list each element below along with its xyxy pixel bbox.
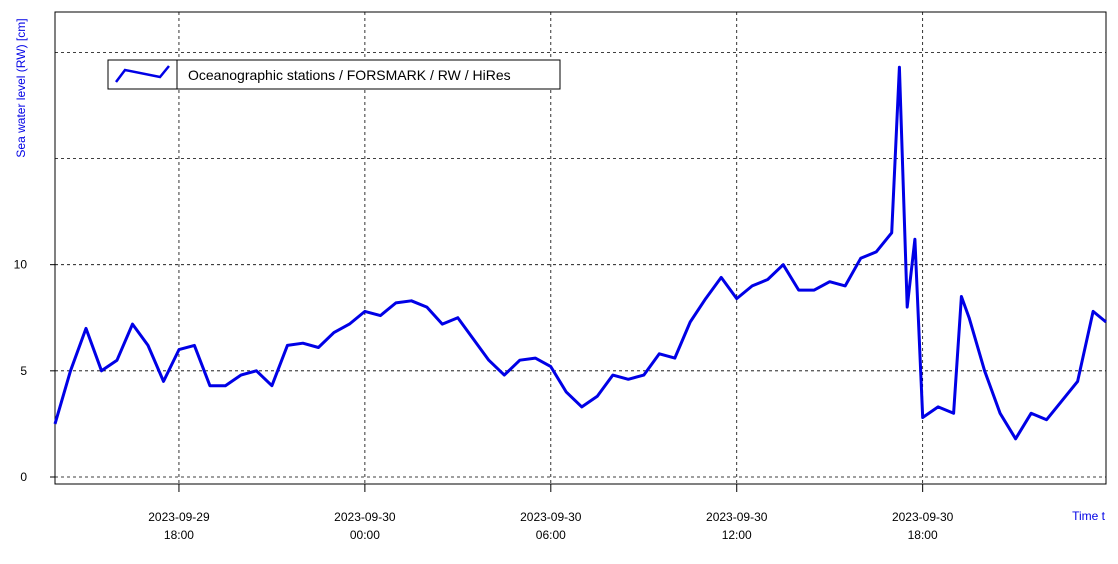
legend-box <box>107 59 561 90</box>
x-tick-label: 2023-09-30 <box>334 510 396 524</box>
x-tick-label: 2023-09-30 <box>706 510 768 524</box>
x-tick-label: 00:00 <box>350 528 380 542</box>
plot-frame <box>54 11 1107 485</box>
x-tick-label: 2023-09-30 <box>520 510 582 524</box>
x-tick-label: 2023-09-30 <box>892 510 954 524</box>
x-tick-label: 06:00 <box>536 528 566 542</box>
x-tick-label: 18:00 <box>164 528 194 542</box>
y-tick-label: 10 <box>14 258 28 272</box>
y-tick-label: 0 <box>20 470 27 484</box>
legend-label: Oceanographic stations / FORSMARK / RW /… <box>188 67 511 83</box>
x-tick-label: 2023-09-29 <box>148 510 210 524</box>
x-tick-label: 18:00 <box>908 528 938 542</box>
y-tick-label: 5 <box>20 364 27 378</box>
legend-swatch <box>115 65 170 83</box>
legend: Oceanographic stations / FORSMARK / RW /… <box>107 59 561 90</box>
y-axis-label: Sea water level (RW) [cm] <box>14 18 28 157</box>
x-axis-label: Time t <box>1072 509 1106 523</box>
data-line <box>53 65 1107 441</box>
x-tick-label: 12:00 <box>722 528 752 542</box>
